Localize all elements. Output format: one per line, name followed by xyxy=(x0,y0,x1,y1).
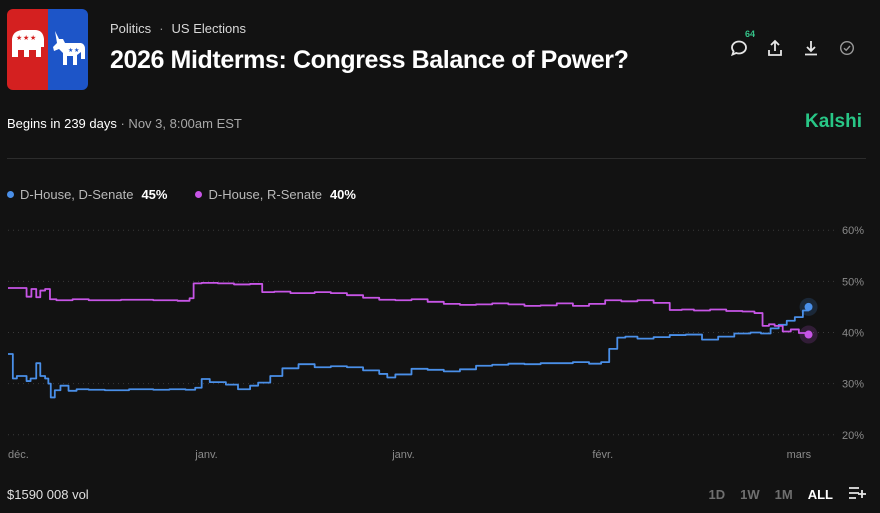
svg-text:★: ★ xyxy=(23,34,29,42)
chart-legend: D-House, D-Senate 45% D-House, R-Senate … xyxy=(7,187,356,202)
x-tick-label: janv. xyxy=(391,449,414,461)
svg-text:★: ★ xyxy=(68,47,73,54)
legend-label: D-House, D-Senate xyxy=(20,187,134,202)
x-tick-label: déc. xyxy=(8,449,29,461)
begins-countdown: Begins in 239 days xyxy=(7,116,117,131)
follow-button[interactable] xyxy=(836,36,858,60)
range-button-active[interactable]: ALL xyxy=(807,487,833,502)
x-tick-label: janv. xyxy=(194,449,217,461)
range-button[interactable]: 1M xyxy=(774,487,793,502)
comments-button[interactable]: 64 xyxy=(728,29,755,60)
legend-item-d-house-d-senate[interactable]: D-House, D-Senate 45% xyxy=(7,187,167,202)
legend-value: 45% xyxy=(141,187,168,202)
range-button[interactable]: 1W xyxy=(740,487,760,502)
x-tick-label: févr. xyxy=(592,449,613,461)
y-tick-label: 50% xyxy=(842,276,864,288)
share-button[interactable] xyxy=(764,36,786,60)
header-divider xyxy=(7,158,866,159)
legend-dot-purple xyxy=(195,191,203,198)
series-endpoint-dot xyxy=(804,302,813,311)
republican-elephant-icon: ★ ★ ★ xyxy=(12,30,44,57)
y-tick-label: 40% xyxy=(842,328,864,340)
y-tick-label: 20% xyxy=(842,430,864,442)
market-begins-info: Begins in 239 days · Nov 3, 8:00am EST xyxy=(7,116,242,131)
check-circle-icon xyxy=(839,40,855,56)
breadcrumb-subcategory[interactable]: US Elections xyxy=(171,21,246,36)
price-history-chart[interactable]: 60% 50% 40% 30% 20% déc. janv. janv. févr. mars xyxy=(0,220,880,465)
y-tick-label: 30% xyxy=(842,379,864,391)
comment-icon xyxy=(731,40,747,57)
range-button[interactable]: 1D xyxy=(708,487,726,502)
democrat-donkey-icon: ★ ★ xyxy=(53,31,85,65)
svg-text:★: ★ xyxy=(16,34,22,42)
series-line-d-house-r-senate xyxy=(8,281,810,335)
begins-date: · Nov 3, 8:00am EST xyxy=(120,116,242,131)
time-range-selector: 1D 1W 1M ALL xyxy=(709,486,866,503)
kalshi-logo[interactable]: Kalshi xyxy=(804,111,862,132)
breadcrumb: Politics · US Elections xyxy=(110,21,246,36)
legend-dot-blue xyxy=(7,191,14,198)
x-tick-label: mars xyxy=(787,449,812,461)
breadcrumb-category[interactable]: Politics xyxy=(110,21,152,36)
page-title: 2026 Midterms: Congress Balance of Power… xyxy=(110,46,629,74)
legend-label: D-House, R-Senate xyxy=(208,187,322,202)
download-icon xyxy=(805,41,817,56)
svg-text:★: ★ xyxy=(74,47,79,54)
market-logo: ★ ★ ★ ★ ★ xyxy=(7,9,88,90)
trading-volume: $1590 008 vol xyxy=(7,487,89,502)
series-endpoint-dot xyxy=(804,330,813,339)
settings-icon xyxy=(849,487,866,499)
legend-item-d-house-r-senate[interactable]: D-House, R-Senate 40% xyxy=(195,187,356,202)
legend-value: 40% xyxy=(329,187,356,202)
breadcrumb-separator: · xyxy=(159,21,164,36)
header-actions: 64 xyxy=(728,29,858,60)
y-tick-label: 60% xyxy=(842,225,864,237)
download-button[interactable] xyxy=(800,36,822,60)
share-icon xyxy=(768,39,782,56)
chart-settings-button[interactable] xyxy=(848,486,866,503)
svg-text:★: ★ xyxy=(30,34,36,42)
series-line-d-house-d-senate xyxy=(8,306,810,399)
comments-count-badge: 64 xyxy=(744,29,755,39)
